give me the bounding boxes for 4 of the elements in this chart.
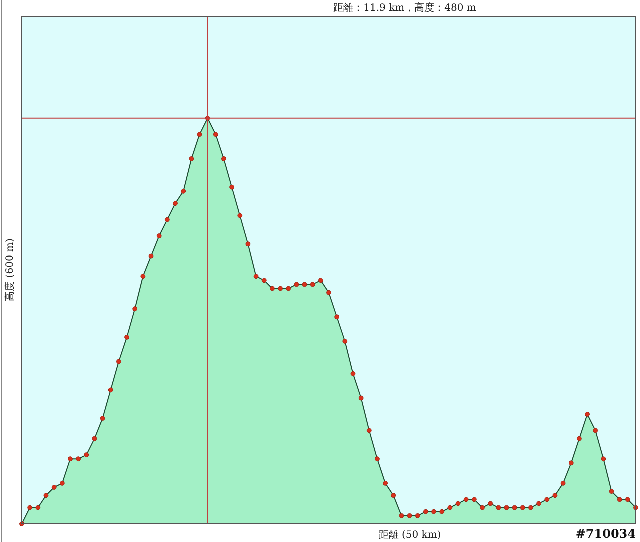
x-axis-title: 距離 (50 km): [378, 529, 442, 541]
text: #710034: [576, 527, 636, 541]
chart-title: 距離：11.9 km，高度：480 m: [334, 2, 477, 14]
y-axis-title: 高度 (600 m): [4, 238, 16, 302]
